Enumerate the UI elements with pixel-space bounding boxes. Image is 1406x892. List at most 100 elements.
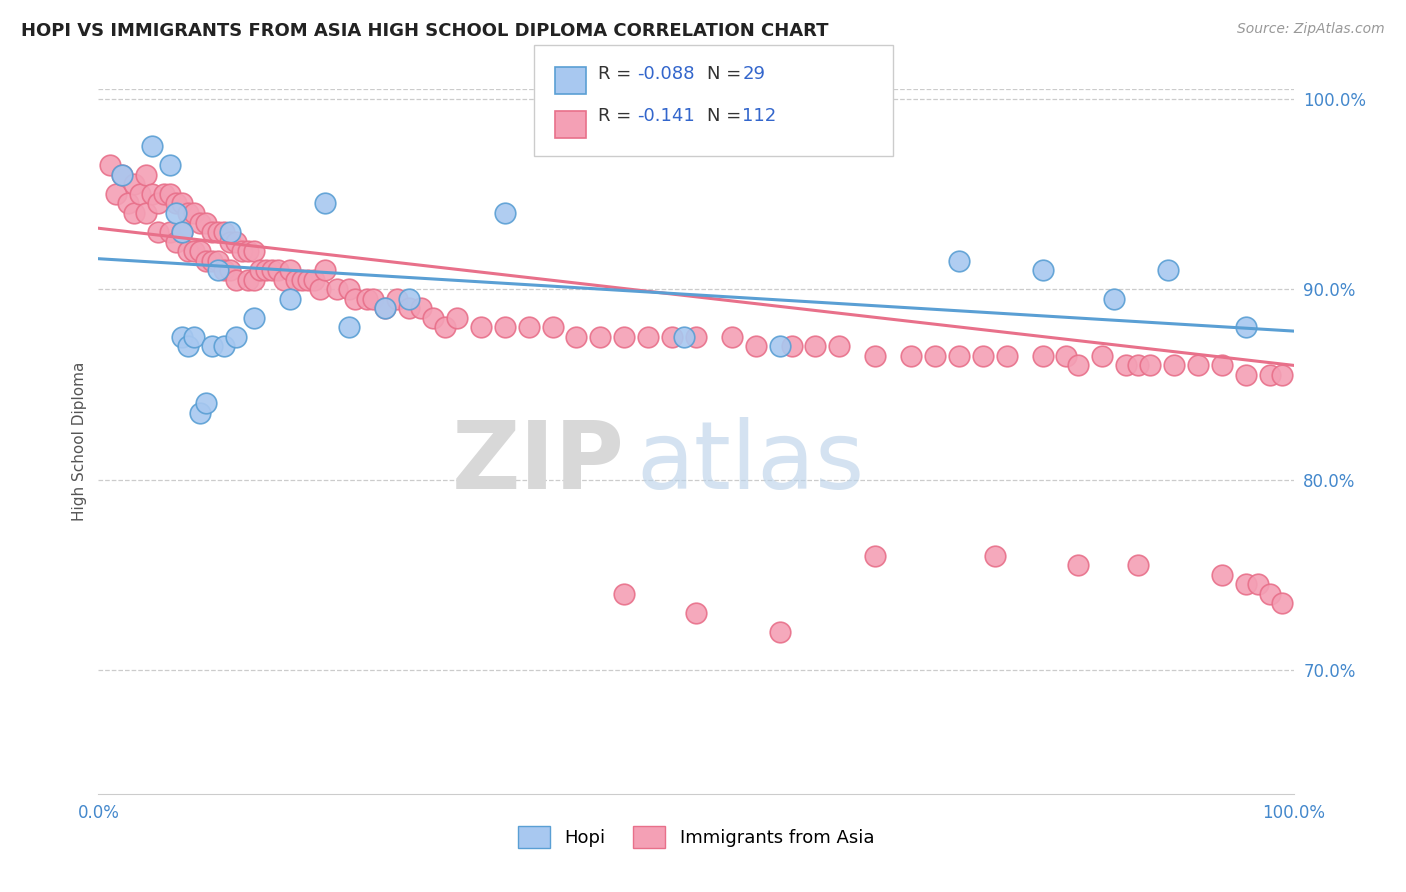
- Point: [1091, 349, 1114, 363]
- Point: [1211, 567, 1233, 582]
- Point: [111, 168, 134, 182]
- Point: [1056, 349, 1078, 363]
- Point: [183, 206, 205, 220]
- Point: [411, 301, 433, 316]
- Point: [219, 225, 242, 239]
- Point: [267, 263, 290, 277]
- Point: [273, 273, 295, 287]
- Point: [165, 196, 187, 211]
- Point: [385, 292, 409, 306]
- Point: [124, 206, 146, 220]
- Point: [1234, 368, 1257, 382]
- Point: [541, 320, 564, 334]
- Point: [201, 253, 224, 268]
- Point: [924, 349, 946, 363]
- Point: [135, 206, 157, 220]
- Point: [661, 330, 683, 344]
- Point: [685, 330, 707, 344]
- Point: [260, 263, 283, 277]
- Point: [1128, 359, 1150, 373]
- Point: [339, 320, 361, 334]
- Point: [172, 196, 194, 211]
- Point: [159, 225, 181, 239]
- Text: N =: N =: [707, 107, 747, 125]
- Point: [117, 196, 139, 211]
- Point: [1211, 359, 1233, 373]
- Point: [278, 292, 301, 306]
- Point: [344, 292, 367, 306]
- Point: [828, 339, 851, 353]
- Point: [98, 158, 122, 172]
- Point: [494, 206, 516, 220]
- Point: [165, 235, 187, 249]
- Point: [219, 235, 242, 249]
- Text: atlas: atlas: [637, 417, 865, 508]
- Point: [1258, 587, 1281, 601]
- Point: [673, 330, 696, 344]
- Text: -0.088: -0.088: [637, 65, 695, 83]
- Point: [517, 320, 540, 334]
- Point: [470, 320, 492, 334]
- Point: [141, 139, 163, 153]
- Point: [1139, 359, 1161, 373]
- Point: [1234, 577, 1257, 591]
- Point: [1258, 368, 1281, 382]
- Point: [212, 339, 235, 353]
- Point: [153, 186, 176, 201]
- Point: [243, 244, 266, 258]
- Point: [768, 625, 790, 640]
- Point: [1271, 368, 1294, 382]
- Point: [804, 339, 827, 353]
- Text: -0.141: -0.141: [637, 107, 695, 125]
- Point: [225, 273, 247, 287]
- Point: [721, 330, 744, 344]
- Point: [374, 301, 396, 316]
- Point: [745, 339, 768, 353]
- Text: 29: 29: [742, 65, 765, 83]
- Point: [183, 244, 205, 258]
- Point: [565, 330, 588, 344]
- Point: [177, 339, 200, 353]
- Point: [1128, 558, 1150, 573]
- Point: [1067, 558, 1090, 573]
- Point: [363, 292, 385, 306]
- Point: [207, 253, 229, 268]
- Text: HOPI VS IMMIGRANTS FROM ASIA HIGH SCHOOL DIPLOMA CORRELATION CHART: HOPI VS IMMIGRANTS FROM ASIA HIGH SCHOOL…: [21, 22, 828, 40]
- Point: [278, 263, 301, 277]
- Point: [236, 273, 259, 287]
- Point: [135, 168, 157, 182]
- Point: [494, 320, 516, 334]
- Point: [995, 349, 1018, 363]
- Point: [284, 273, 307, 287]
- Text: Source: ZipAtlas.com: Source: ZipAtlas.com: [1237, 22, 1385, 37]
- Point: [1271, 596, 1294, 610]
- Point: [172, 330, 194, 344]
- Point: [339, 282, 361, 296]
- Text: R =: R =: [598, 107, 643, 125]
- Point: [172, 225, 194, 239]
- Point: [159, 158, 181, 172]
- Text: ZIP: ZIP: [451, 417, 624, 508]
- Point: [446, 310, 468, 325]
- Point: [865, 349, 887, 363]
- Point: [315, 263, 337, 277]
- Point: [148, 225, 170, 239]
- Point: [434, 320, 457, 334]
- Point: [302, 273, 325, 287]
- Point: [685, 606, 707, 620]
- Point: [165, 206, 187, 220]
- Point: [398, 301, 420, 316]
- Point: [780, 339, 803, 353]
- Point: [308, 282, 330, 296]
- Point: [948, 349, 970, 363]
- Point: [948, 253, 970, 268]
- Point: [195, 253, 218, 268]
- Point: [105, 186, 128, 201]
- Point: [297, 273, 319, 287]
- Point: [291, 273, 314, 287]
- Point: [1157, 263, 1180, 277]
- Point: [172, 225, 194, 239]
- Point: [398, 292, 420, 306]
- Point: [1104, 292, 1126, 306]
- Point: [236, 244, 259, 258]
